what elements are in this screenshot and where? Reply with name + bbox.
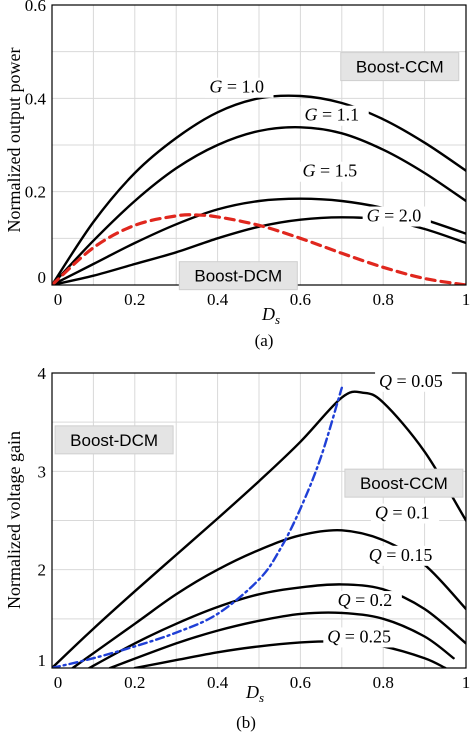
panel-b-y-axis-label: Normalized voltage gain	[4, 431, 24, 609]
panel-a-tick-labels: 0 0.2 0.4 0.6 0.8 1 0 0.2 0.4 0.6	[25, 0, 471, 309]
region-label: Boost-DCM	[194, 267, 282, 286]
series-label: G = 1.1	[305, 105, 360, 125]
region-label: Boost-DCM	[70, 431, 158, 450]
panel-a-chart: 0 0.2 0.4 0.6 0.8 100.20.40.6 G = 1.0G = 1.1G…	[4, 0, 470, 350]
panel-b-x-axis-label-sub: s	[259, 690, 264, 705]
region-label: Boost-CCM	[360, 474, 448, 493]
x-tick-label: 1	[462, 673, 471, 692]
series-label-background	[333, 591, 402, 612]
x-tick-label: 0.4	[207, 290, 229, 309]
region-label-box	[340, 52, 460, 82]
region-label-box	[344, 468, 464, 498]
panel-a-y-axis-label: Normalized output power	[4, 48, 24, 233]
x-tick-label: 0.2	[124, 290, 145, 309]
series-label-background	[298, 161, 367, 182]
panel-b-x-axis-label: Ds	[245, 682, 264, 705]
series-label: Q = 0.25	[327, 626, 391, 646]
series-line-q-0.05	[52, 390, 466, 668]
panel-b-x-axis-label-base: D	[245, 682, 259, 702]
series-label: G = 2.0	[367, 206, 422, 226]
y-tick-label: 4	[38, 364, 47, 383]
series-label-background	[362, 206, 431, 227]
panel-b-series-labels: Q = 0.05 Q = 0.1 Q = 0.15 Q = 0.2 Q = 0.25	[323, 371, 452, 648]
panel-b-caption: (b)	[236, 713, 256, 732]
y-tick-label: 3	[38, 462, 47, 481]
panel-a-region-labels: Boost-CCM Boost-DCM	[178, 52, 460, 291]
series-label-background	[375, 371, 452, 392]
panel-a-grid	[52, 5, 466, 285]
x-tick-label: 0.8	[373, 290, 394, 309]
series-label: Q = 0.05	[379, 371, 443, 391]
panel-a-x-axis-label: Ds	[261, 304, 280, 327]
y-tick-label: 2	[38, 561, 47, 580]
series-label: Q = 0.1	[375, 503, 430, 523]
x-tick-label: 0.6	[290, 290, 311, 309]
series-line-boundary-b	[52, 386, 343, 668]
x-tick-label: 0.4	[207, 673, 229, 692]
series-line-q-0.25	[133, 640, 447, 668]
panel-b-series	[52, 386, 466, 668]
y-tick-label: 0	[38, 268, 47, 287]
series-label-background	[300, 105, 369, 126]
x-tick-label: 0	[54, 673, 63, 692]
series-label: Q = 0.2	[338, 590, 393, 610]
y-tick-label: 0.4	[25, 89, 47, 108]
y-tick-label: 0.6	[25, 0, 46, 15]
series-label-background	[364, 545, 442, 566]
series-line-g-1.1	[52, 126, 466, 285]
x-tick-label: 0.2	[124, 673, 145, 692]
region-label-box	[54, 425, 174, 455]
x-tick-label: 1	[462, 290, 471, 309]
series-label-background	[205, 77, 274, 98]
x-tick-label: 0.6	[290, 673, 311, 692]
panel-a-x-axis-label-sub: s	[275, 312, 280, 327]
panel-a-x-axis-label-base: D	[261, 304, 275, 324]
panel-b-tick-labels: 0 0.2 0.4 0.6 0.8 1 1 2 3 4	[38, 364, 471, 692]
series-line-q-0.2	[108, 611, 455, 668]
panel-a-caption: (a)	[255, 331, 274, 350]
series-line-boundary-a	[52, 213, 466, 285]
x-tick-label: 0.8	[373, 673, 394, 692]
series-label-background	[323, 627, 401, 648]
series-label: G = 1.5	[302, 161, 357, 181]
y-tick-label: 0.2	[25, 183, 46, 202]
panel-a-series-labels: G = 1.0 G = 1.1 G = 1.5 G = 2.0	[205, 77, 431, 227]
panel-b-frame	[51, 372, 467, 669]
region-label-box	[178, 261, 298, 291]
x-tick-label: 0	[54, 290, 63, 309]
y-tick-label: 1	[38, 651, 47, 670]
panel-b-region-labels: Boost-DCM Boost-CCM	[54, 425, 464, 498]
series-label: Q = 0.15	[369, 545, 433, 565]
series-label-background	[370, 503, 440, 524]
region-label: Boost-CCM	[356, 58, 444, 77]
series-line-g-1.0	[52, 94, 466, 285]
series-label: G = 1.0	[209, 77, 264, 97]
series-line-q-0.15	[88, 583, 466, 668]
